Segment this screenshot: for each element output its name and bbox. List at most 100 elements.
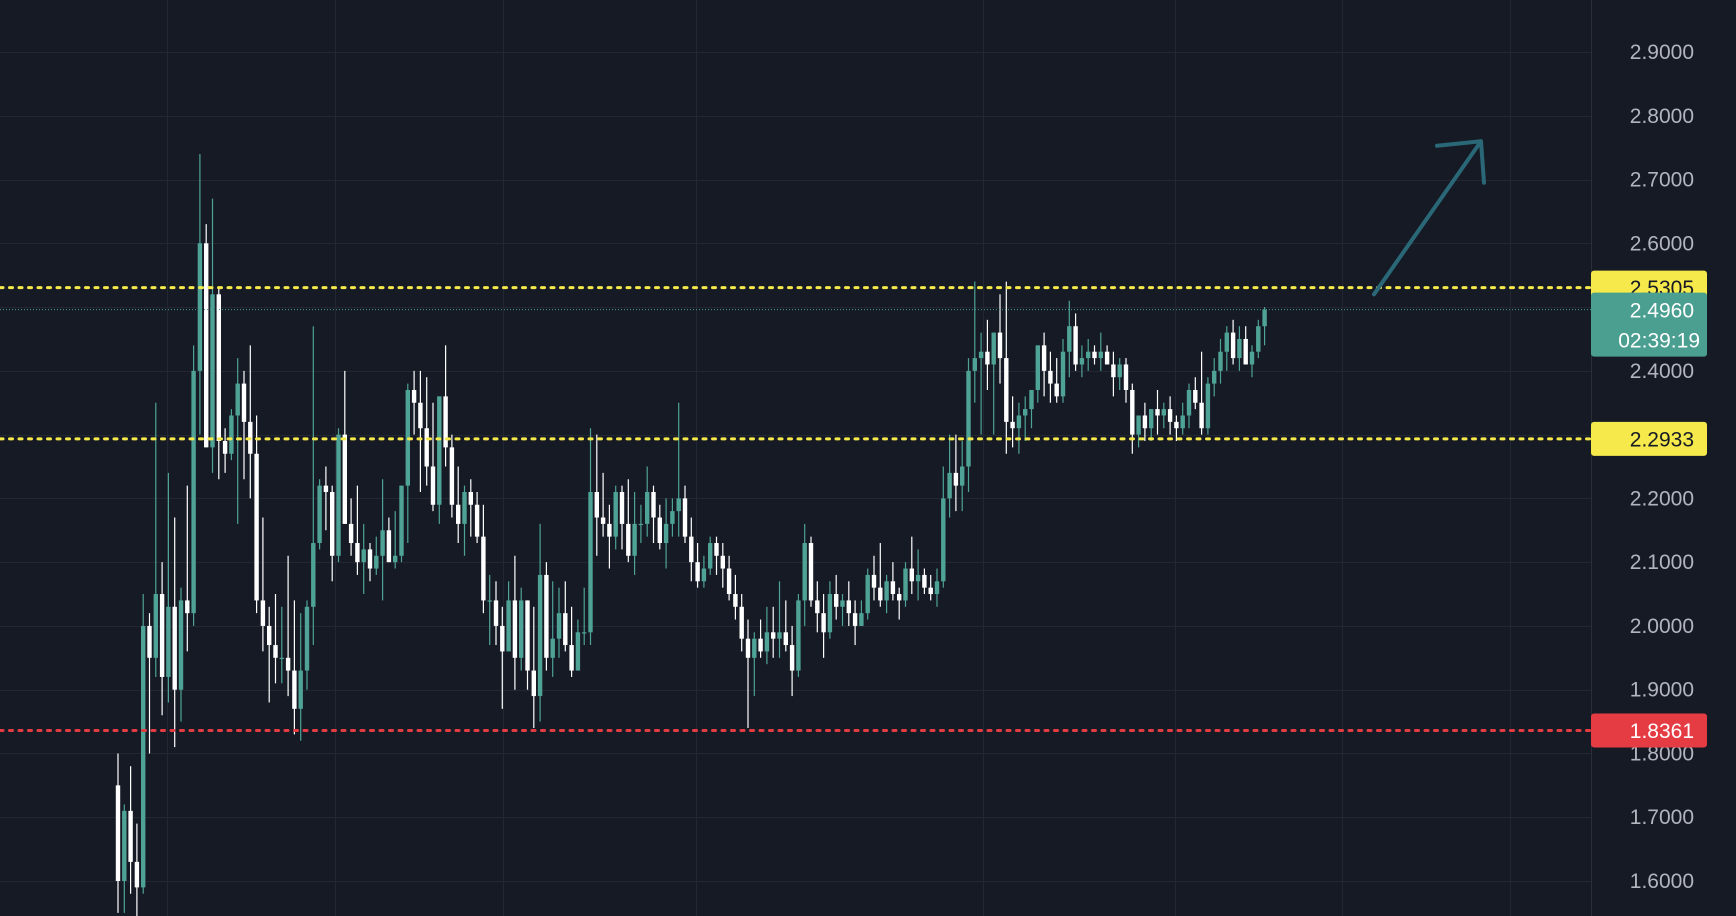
candle-body xyxy=(783,632,788,646)
candle-body xyxy=(222,440,228,454)
candle-body xyxy=(134,861,140,888)
candle-body xyxy=(1123,364,1129,390)
candle-body xyxy=(1256,326,1261,352)
candle-body xyxy=(739,606,744,639)
candle xyxy=(550,581,555,677)
candle xyxy=(1041,332,1047,397)
candle-body xyxy=(1224,332,1229,352)
candle-body xyxy=(796,600,801,671)
y-tick-label: 1.6000 xyxy=(1630,870,1694,893)
candle-body xyxy=(430,466,436,505)
candle-body xyxy=(689,536,694,563)
candle-body xyxy=(997,332,1003,359)
candle xyxy=(172,517,177,748)
candle xyxy=(991,332,996,435)
candle xyxy=(897,587,902,620)
candle-body xyxy=(934,581,940,595)
candle-body xyxy=(991,332,996,365)
candle-body xyxy=(1079,358,1085,365)
candle xyxy=(317,479,322,550)
candle-body xyxy=(871,574,877,588)
candle xyxy=(222,428,228,473)
candle-body xyxy=(651,492,656,518)
candle-body xyxy=(153,594,158,658)
candle xyxy=(1142,402,1148,441)
candle xyxy=(1073,313,1078,371)
candle-body xyxy=(437,396,442,505)
candle-body xyxy=(273,645,278,658)
candle xyxy=(304,600,310,690)
candle-body xyxy=(1262,309,1267,327)
candle xyxy=(758,619,763,658)
candle-body xyxy=(500,625,505,652)
candle-body xyxy=(645,492,650,524)
candle-body xyxy=(1117,364,1122,378)
candle-body xyxy=(1086,351,1091,359)
candle xyxy=(1079,345,1085,378)
candle xyxy=(1117,358,1122,390)
candle-body xyxy=(752,638,757,658)
candle-body xyxy=(569,645,574,671)
candle-body xyxy=(682,498,688,537)
candle-body xyxy=(966,370,971,467)
candle xyxy=(1199,351,1204,435)
candle xyxy=(1016,402,1022,454)
candle xyxy=(1262,307,1267,346)
candle-body xyxy=(1167,409,1173,422)
candle xyxy=(752,632,757,697)
candle xyxy=(915,549,921,601)
level-tag-label: 2.2933 xyxy=(1630,428,1694,451)
candle xyxy=(846,581,851,626)
candle xyxy=(619,485,625,550)
candle xyxy=(525,600,530,690)
candle-body xyxy=(1073,326,1078,365)
candle-body xyxy=(367,549,373,569)
candle xyxy=(1256,319,1261,359)
candle xyxy=(808,536,814,607)
candle-body xyxy=(304,606,310,671)
candle-body xyxy=(468,492,473,505)
candle-body xyxy=(197,243,203,371)
candle xyxy=(632,492,637,575)
candle-body xyxy=(260,600,266,626)
candle xyxy=(638,504,644,544)
candle xyxy=(166,472,171,703)
candle xyxy=(922,568,927,595)
candle-body xyxy=(1212,370,1217,384)
candle xyxy=(720,543,725,588)
candle xyxy=(355,485,360,575)
candle-body xyxy=(890,581,896,595)
candle xyxy=(204,224,209,448)
candle xyxy=(462,485,467,556)
candle-body xyxy=(1016,415,1022,429)
candle-body xyxy=(670,511,675,524)
candle xyxy=(468,479,473,537)
candle xyxy=(676,402,681,537)
candle-body xyxy=(537,574,543,697)
candle-body xyxy=(128,810,133,862)
candle xyxy=(909,536,914,595)
price-axis[interactable]: 1.6000 1.7000 1.8000 1.9000 2.0000 2.1000 2.20… xyxy=(1630,41,1694,893)
candle-body xyxy=(355,543,360,563)
candle xyxy=(1035,345,1040,403)
projection-arrow[interactable] xyxy=(1372,139,1486,297)
candle xyxy=(884,574,889,614)
candle xyxy=(903,562,908,607)
candle xyxy=(1092,345,1097,365)
candle xyxy=(1004,281,1009,454)
candle-body xyxy=(267,625,272,646)
candle xyxy=(430,402,436,512)
candle-body xyxy=(424,428,429,467)
candle xyxy=(1161,402,1166,429)
candle-body xyxy=(941,498,946,582)
candle xyxy=(771,606,776,658)
candle-body xyxy=(418,402,423,429)
candle xyxy=(1186,383,1192,429)
candle-body xyxy=(613,492,618,537)
candle-body xyxy=(575,632,581,671)
candle xyxy=(235,358,240,524)
grid-lines xyxy=(0,0,1591,916)
candle xyxy=(802,523,807,626)
